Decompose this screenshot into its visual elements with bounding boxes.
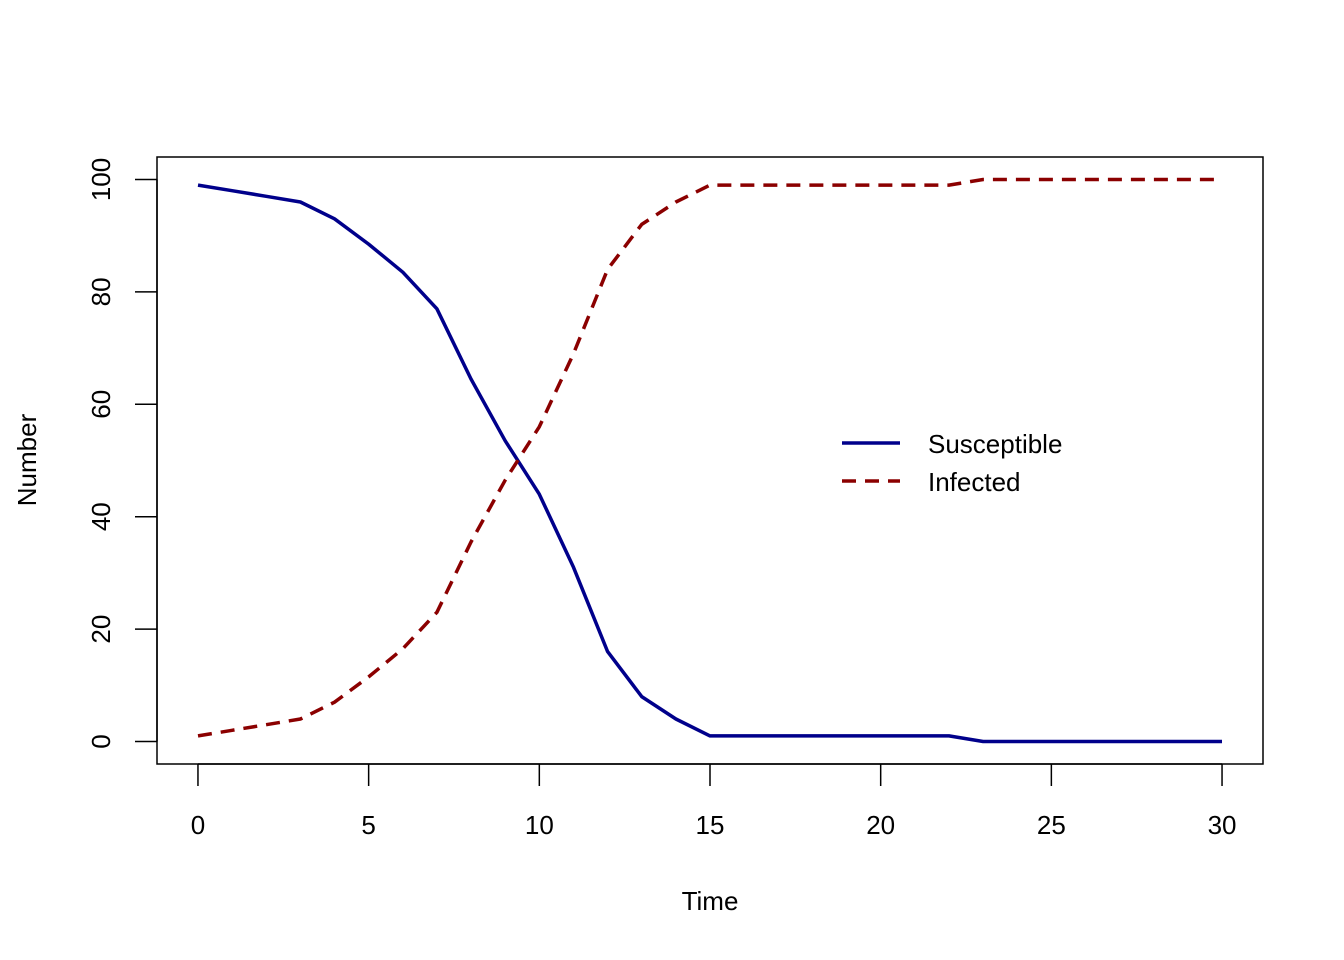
x-tick-label: 15 xyxy=(696,810,725,840)
x-tick-label: 25 xyxy=(1037,810,1066,840)
x-axis-title: Time xyxy=(682,886,739,916)
plot-frame xyxy=(156,156,1264,765)
series-layer xyxy=(197,177,1222,744)
y-tick-label: 0 xyxy=(86,734,116,748)
legend-label-infected: Infected xyxy=(928,467,1021,497)
legend-label-susceptible: Susceptible xyxy=(928,429,1062,459)
series-line-susceptible xyxy=(197,183,1222,744)
y-axis: 0 20 40 60 80 100 xyxy=(86,158,158,749)
x-axis: 0 5 10 15 20 25 30 xyxy=(191,763,1237,840)
x-tick-label: 30 xyxy=(1208,810,1237,840)
x-tick-label: 20 xyxy=(866,810,895,840)
legend: Susceptible Infected xyxy=(842,429,1062,497)
x-tick-label: 10 xyxy=(525,810,554,840)
y-tick-label: 80 xyxy=(86,277,116,306)
series-line-infected xyxy=(197,177,1222,738)
y-tick-label: 40 xyxy=(86,502,116,531)
x-tick-label: 5 xyxy=(361,810,375,840)
y-tick-label: 60 xyxy=(86,390,116,419)
y-tick-label: 20 xyxy=(86,615,116,644)
y-axis-title: Number xyxy=(12,413,42,506)
x-tick-label: 0 xyxy=(191,810,205,840)
y-tick-label: 100 xyxy=(86,158,116,201)
